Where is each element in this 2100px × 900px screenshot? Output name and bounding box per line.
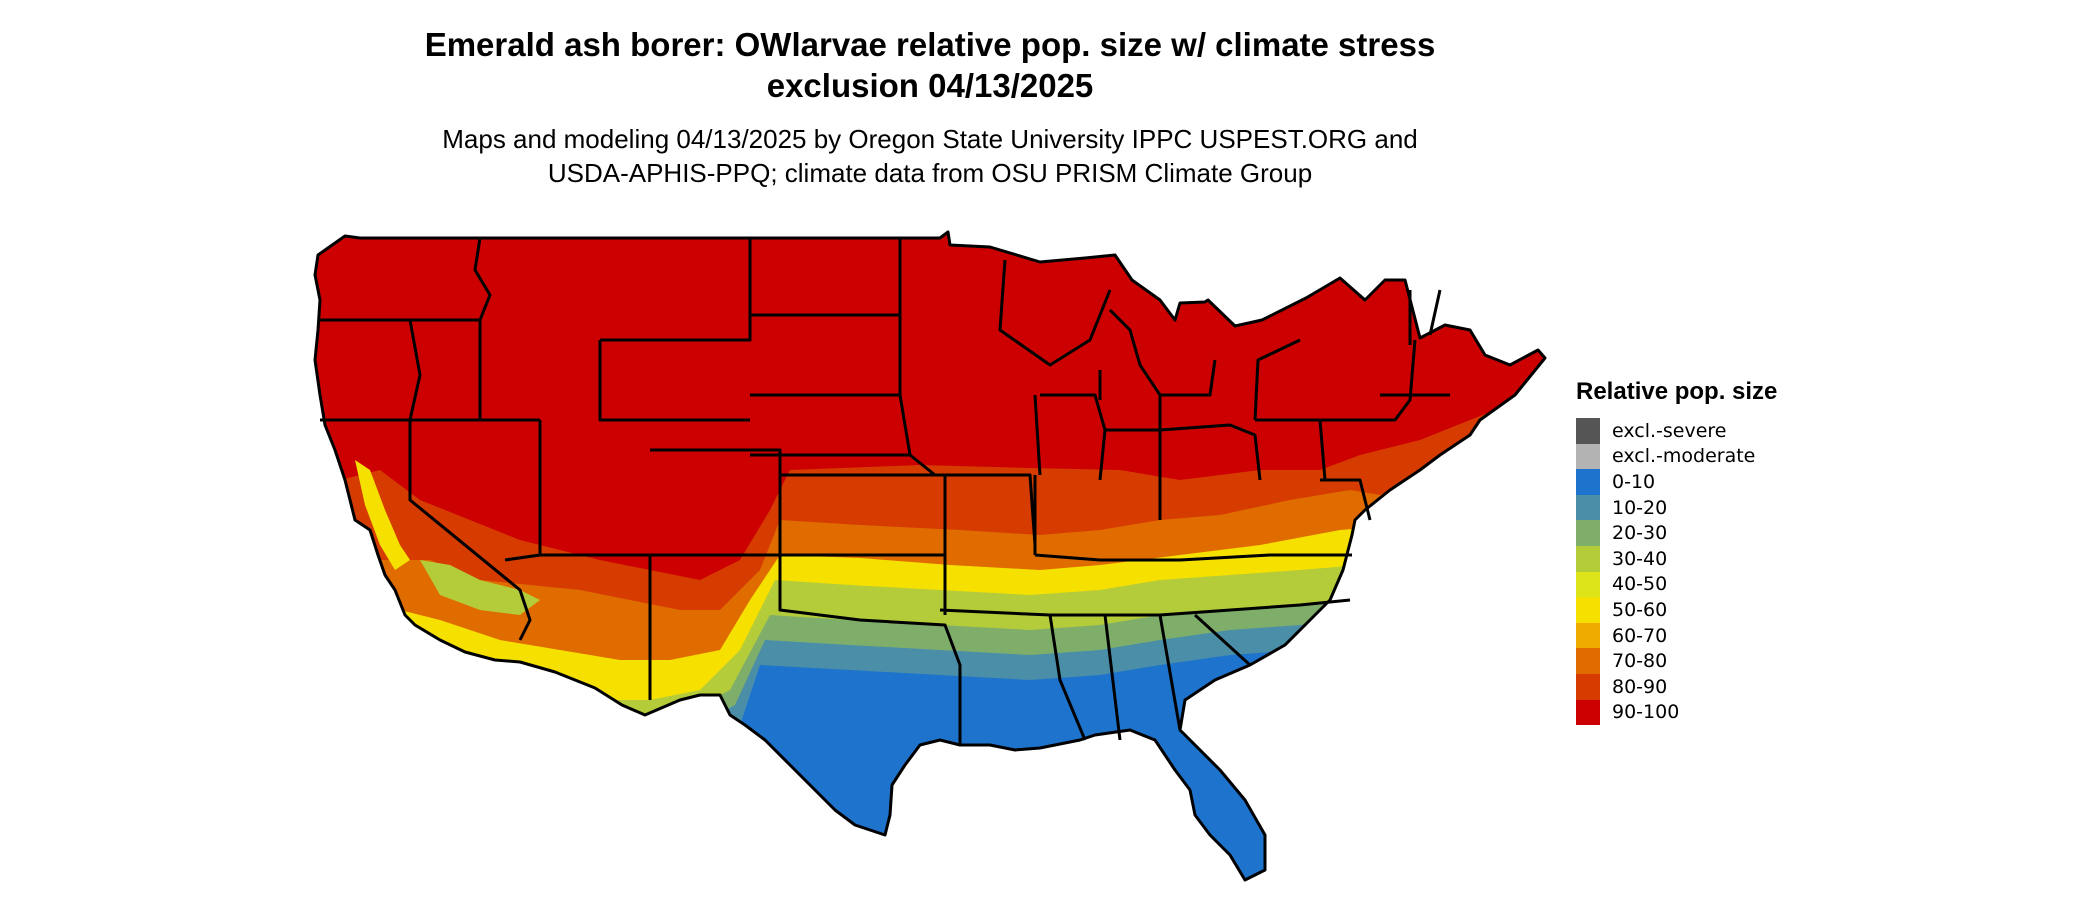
legend-item: 90-100 bbox=[1576, 699, 1777, 726]
legend-label: 10-20 bbox=[1612, 496, 1668, 519]
legend-swatch bbox=[1576, 648, 1600, 674]
legend-swatch bbox=[1576, 469, 1600, 495]
legend-swatch bbox=[1576, 494, 1600, 521]
legend-label: 50-60 bbox=[1612, 598, 1668, 621]
legend-label: excl.-moderate bbox=[1612, 445, 1756, 468]
california-desert-band bbox=[420, 560, 540, 615]
legend: Relative pop. size excl.-severe excl.-mod… bbox=[1576, 378, 1778, 726]
legend-swatch bbox=[1576, 673, 1600, 700]
map-title-line-2: exclusion 04/13/2025 bbox=[766, 67, 1094, 104]
legend-title: Relative pop. size bbox=[1576, 378, 1778, 405]
legend-label: 80-90 bbox=[1612, 675, 1668, 698]
legend-label: 70-80 bbox=[1612, 650, 1668, 673]
legend-swatch bbox=[1576, 545, 1600, 572]
legend-swatch bbox=[1576, 571, 1600, 598]
legend-item: 70-80 bbox=[1576, 648, 1777, 674]
legend-item: 30-40 bbox=[1576, 545, 1777, 572]
legend-label: 40-50 bbox=[1612, 573, 1668, 596]
legend-label: 20-30 bbox=[1612, 522, 1668, 545]
legend-swatch bbox=[1576, 418, 1600, 444]
legend-item: 20-30 bbox=[1576, 520, 1777, 546]
legend-swatch bbox=[1576, 699, 1600, 726]
map-subtitle: Maps and modeling 04/13/2025 by Oregon S… bbox=[310, 122, 1550, 190]
legend-items: excl.-severe excl.-moderate 0-10 10-20 20-30… bbox=[1576, 418, 1777, 726]
legend-label: 0-10 bbox=[1612, 470, 1656, 493]
map-title-line-1: Emerald ash borer: OWlarvae relative pop… bbox=[424, 26, 1436, 63]
legend-swatch bbox=[1576, 622, 1600, 649]
map-subtitle-line-2: USDA-APHIS-PPQ; climate data from OSU PR… bbox=[547, 158, 1313, 188]
california-yellow-strip bbox=[355, 460, 410, 570]
map-title: Emerald ash borer: OWlarvae relative pop… bbox=[310, 24, 1550, 106]
legend-label: excl.-severe bbox=[1612, 419, 1727, 442]
legend-label: 60-70 bbox=[1612, 624, 1668, 647]
legend-label: 30-40 bbox=[1612, 547, 1668, 570]
legend-swatch bbox=[1576, 520, 1600, 546]
legend-item: excl.-severe bbox=[1576, 418, 1777, 444]
us-population-map bbox=[313, 230, 1547, 882]
legend-swatch bbox=[1576, 443, 1600, 470]
state-boundaries bbox=[313, 230, 1547, 882]
legend-item: 80-90 bbox=[1576, 673, 1777, 700]
legend-item: excl.-moderate bbox=[1576, 443, 1777, 470]
population-fill bbox=[315, 232, 1545, 880]
map-subtitle-line-1: Maps and modeling 04/13/2025 by Oregon S… bbox=[442, 124, 1418, 154]
legend-item: 10-20 bbox=[1576, 494, 1777, 521]
legend-item: 40-50 bbox=[1576, 571, 1777, 598]
legend-item: 60-70 bbox=[1576, 622, 1777, 649]
legend-item: 0-10 bbox=[1576, 469, 1777, 495]
legend-item: 50-60 bbox=[1576, 597, 1777, 623]
legend-swatch bbox=[1576, 597, 1600, 623]
legend-label: 90-100 bbox=[1612, 701, 1680, 724]
